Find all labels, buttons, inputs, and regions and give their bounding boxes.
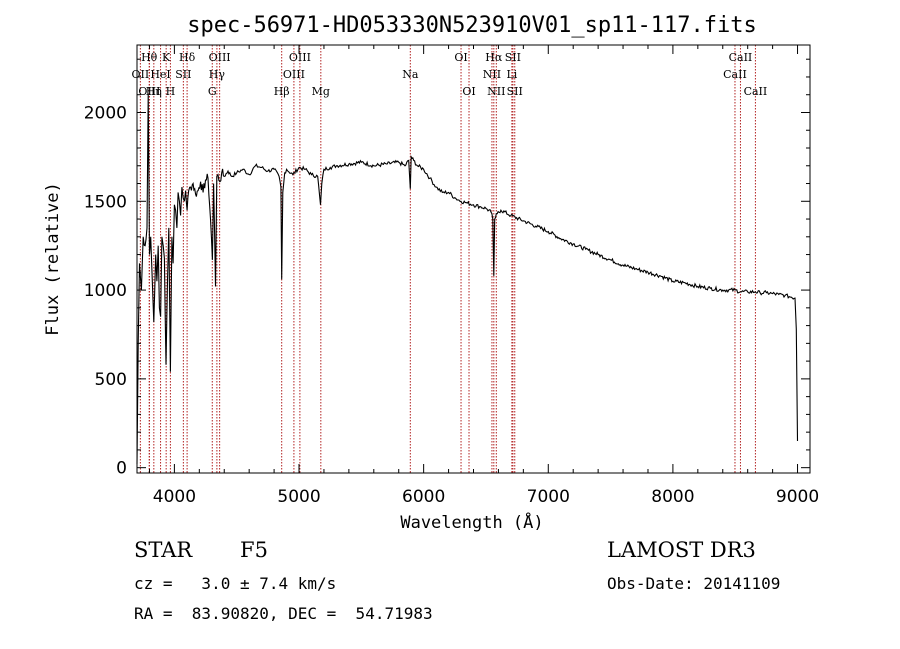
line-label-5: K	[162, 51, 171, 64]
line-label-16: Na	[402, 68, 419, 81]
spectral-line-markers	[139, 45, 756, 473]
redshift-readout: cz = 3.0 ± 7.4 km/s	[134, 574, 337, 593]
spectral-line-labels: OIIHθOIIIHηHeIKHSIIHδGOIIIHγHβOIIIOIIIMg…	[132, 51, 768, 98]
line-label-18: OI	[462, 85, 475, 98]
x-tick-label-1: 5000	[277, 487, 320, 507]
line-label-2: OIII	[138, 85, 160, 98]
x-tick-label-5: 9000	[776, 487, 819, 507]
plot-frame	[136, 44, 811, 474]
line-label-27: CaII	[744, 85, 768, 98]
y-axis-label: Flux (relative)	[43, 182, 63, 336]
survey-name: LAMOST DR3	[607, 538, 756, 562]
line-label-19: Hα	[485, 51, 503, 64]
axis-ticks: 4000 5000 6000 7000 8000 9000 0 500 1000 1500 2000	[84, 45, 819, 507]
line-label-24: SII	[507, 85, 523, 98]
line-label-15: Mg	[312, 85, 330, 98]
line-label-10: OIII	[209, 51, 231, 64]
line-label-13: OIII	[289, 51, 311, 64]
line-label-8: Hδ	[179, 51, 196, 64]
y-tick-label-1: 500	[95, 370, 127, 390]
x-tick-label-4: 8000	[651, 487, 694, 507]
object-subclass: F5	[240, 538, 268, 562]
line-label-20: NII	[483, 68, 501, 81]
x-tick-label-0: 4000	[153, 487, 196, 507]
x-tick-label-2: 6000	[402, 487, 445, 507]
line-label-26: CaII	[729, 51, 753, 64]
line-label-17: OI	[454, 51, 467, 64]
line-label-21: NII	[487, 85, 505, 98]
observation-date: Obs-Date: 20141109	[607, 574, 781, 593]
spectrum-series-line	[136, 94, 799, 465]
line-label-3: Hη	[146, 85, 162, 98]
line-label-11: Hγ	[209, 68, 226, 81]
line-label-9: G	[208, 85, 217, 98]
y-tick-label-3: 1500	[84, 192, 127, 212]
line-label-4: HeI	[150, 68, 170, 81]
line-label-25: CaII	[723, 68, 747, 81]
line-label-1: Hθ	[141, 51, 158, 64]
y-tick-label-4: 2000	[84, 103, 127, 123]
line-label-7: SII	[175, 68, 191, 81]
line-label-22: SII	[505, 51, 521, 64]
line-label-23: Li	[506, 68, 517, 81]
chart-title: spec-56971-HD053330N523910V01_sp11-117.f…	[187, 13, 757, 38]
y-tick-label-2: 1000	[84, 281, 127, 301]
spectrum-chart: spec-56971-HD053330N523910V01_sp11-117.f…	[43, 13, 819, 533]
y-tick-label-0: 0	[116, 459, 127, 479]
line-label-0: OII	[132, 68, 150, 81]
x-tick-label-3: 7000	[527, 487, 570, 507]
line-label-14: OIII	[283, 68, 305, 81]
x-axis-label: Wavelength (Å)	[400, 511, 543, 533]
line-label-12: Hβ	[274, 85, 290, 98]
object-class: STAR	[134, 538, 193, 562]
coordinates-readout: RA = 83.90820, DEC = 54.71983	[134, 604, 433, 623]
line-label-6: H	[166, 85, 176, 98]
